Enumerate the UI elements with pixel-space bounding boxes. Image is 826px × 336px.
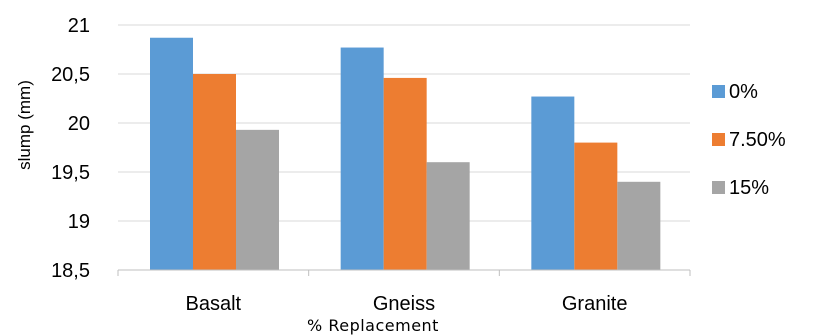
- bar-basalt-2: [193, 74, 236, 270]
- y-tick-label: 19,5: [51, 162, 90, 184]
- legend: 0% 7.50% 15%: [712, 81, 786, 199]
- legend-swatch: [712, 85, 725, 98]
- legend-label: 0%: [729, 81, 758, 103]
- bar-gneiss-3: [426, 162, 470, 270]
- bar-basalt-3: [236, 129, 279, 270]
- bar-gneiss-1: [340, 47, 384, 270]
- x-axis: [117, 269, 691, 276]
- x-category-label: Basalt: [186, 293, 242, 315]
- y-tick-label: 21: [68, 15, 90, 37]
- bar-granite-3: [617, 181, 661, 270]
- y-tick-label: 20: [68, 113, 90, 135]
- legend-swatch: [712, 181, 725, 194]
- x-axis-categories: Basalt Gneiss Granite: [186, 293, 628, 315]
- x-axis-title: % Replacement: [307, 316, 439, 335]
- bar-granite-1: [531, 96, 575, 270]
- bar-basalt-1: [150, 37, 193, 270]
- legend-label: 7.50%: [729, 129, 786, 151]
- legend-swatch: [712, 133, 725, 146]
- y-axis-title: slump (mm): [15, 80, 34, 170]
- x-category-label: Gneiss: [373, 293, 435, 315]
- y-tick-label: 18,5: [51, 260, 90, 282]
- bar-gneiss-2: [383, 77, 427, 270]
- y-tick-label: 19: [68, 211, 90, 233]
- x-category-label: Granite: [562, 293, 628, 315]
- bar-granite-2: [574, 142, 618, 270]
- y-tick-label: 20,5: [51, 64, 90, 86]
- legend-label: 15%: [729, 177, 769, 199]
- bars: [150, 37, 661, 270]
- y-axis-ticks: 18,5 19 19,5 20 20,5 21: [51, 15, 90, 282]
